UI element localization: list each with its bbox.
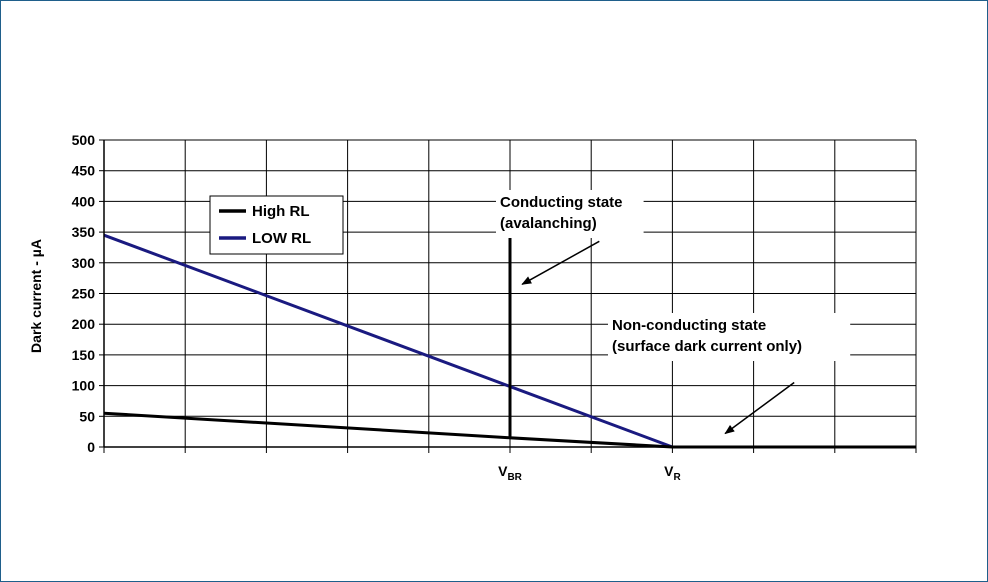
annotations: Conducting state (avalanching) Non-conduct… (496, 190, 851, 435)
y-tick-label: 150 (72, 347, 96, 363)
annotation-text: (avalanching) (500, 215, 597, 232)
legend-label: High RL (252, 203, 310, 220)
y-tick-label: 100 (72, 378, 96, 394)
annotation-arrow (521, 240, 600, 285)
annotation-arrow (724, 381, 795, 435)
y-axis-label: Dark current - µA (28, 239, 44, 353)
y-tick-label: 450 (72, 163, 96, 179)
y-tick-label: 0 (87, 439, 95, 455)
y-tick-label: 500 (72, 132, 96, 148)
y-tick-label: 50 (79, 408, 95, 424)
legend-box (209, 195, 344, 255)
y-tick-label: 400 (72, 193, 96, 209)
y-tick-label: 350 (72, 224, 96, 240)
x-tick-label: VBR (498, 463, 523, 483)
x-tick-label: VR (664, 463, 681, 483)
axes: 0 50 100 150 200 250 300 350 400 450 500 VBR VR (72, 132, 917, 483)
annotation-text: (surface dark current only) (612, 338, 802, 355)
y-tick-label: 300 (72, 255, 96, 271)
annotation-text: Non-conducting state (612, 317, 766, 334)
annotation-bg (496, 190, 644, 238)
y-tick-label: 250 (72, 286, 96, 302)
annotation-bg (608, 313, 851, 361)
legend: High RL LOW RL (209, 195, 344, 255)
annotation-text: Conducting state (500, 194, 623, 211)
y-tick-label: 200 (72, 316, 96, 332)
legend-label: LOW RL (252, 230, 311, 247)
